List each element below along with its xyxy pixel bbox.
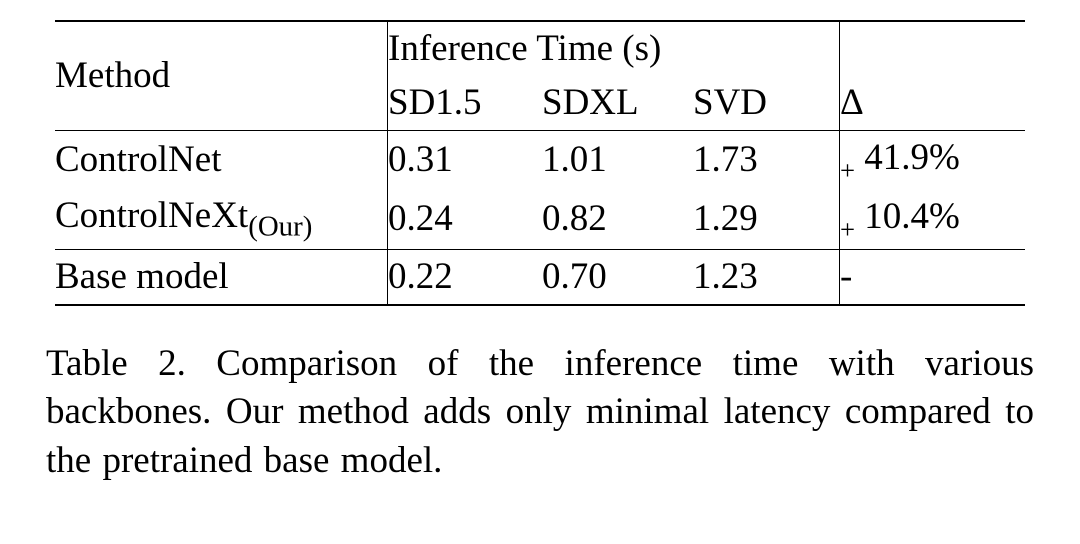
cell-sdxl: 1.01 (542, 130, 693, 189)
delta-value: 41.9% (855, 137, 960, 178)
cell-sdxl: 0.70 (542, 249, 693, 304)
col-header-method: Method (55, 21, 388, 130)
caption-label: Table 2. (46, 343, 186, 384)
table-caption: Table 2. Comparison of the inference tim… (46, 340, 1034, 486)
delta-value: 10.4% (855, 196, 960, 237)
method-main: ControlNeXt (55, 195, 248, 236)
cell-method-controlnet: ControlNet (55, 130, 388, 189)
table-row: ControlNeXt(Our) 0.24 0.82 1.29 + 10.4% (55, 189, 1025, 249)
col-header-sd15: SD1.5 (388, 76, 543, 130)
table-header-row-1: Method Inference Time (s) (55, 21, 1025, 76)
cell-method-base: Base model (55, 249, 388, 304)
method-sub-our: (Our) (248, 211, 312, 243)
col-header-sdxl: SDXL (542, 76, 693, 130)
cell-sdxl: 0.82 (542, 189, 693, 249)
cell-delta: - (840, 249, 1026, 304)
inference-time-table: Method Inference Time (s) SD1.5 SDXL SVD… (55, 20, 1025, 306)
cell-sd15: 0.24 (388, 189, 543, 249)
col-header-group-inference-time: Inference Time (s) (388, 21, 840, 76)
cell-svd: 1.29 (693, 189, 840, 249)
cell-sd15: 0.22 (388, 249, 543, 304)
table-row: ControlNet 0.31 1.01 1.73 + 41.9% (55, 130, 1025, 189)
page: Method Inference Time (s) SD1.5 SDXL SVD… (0, 0, 1080, 544)
col-header-delta-blank (840, 21, 1026, 76)
cell-sd15: 0.31 (388, 130, 543, 189)
cell-method-controlnext: ControlNeXt(Our) (55, 189, 388, 249)
cell-delta: + 41.9% (840, 130, 1026, 189)
table-row: Base model 0.22 0.70 1.23 - (55, 249, 1025, 304)
col-header-svd: SVD (693, 76, 840, 130)
delta-plus-icon: + (840, 214, 855, 244)
caption-text: Comparison of the inference time with va… (46, 343, 1034, 482)
cell-svd: 1.23 (693, 249, 840, 304)
cell-svd: 1.73 (693, 130, 840, 189)
col-header-delta: Δ (840, 76, 1026, 130)
cell-delta: + 10.4% (840, 189, 1026, 249)
delta-plus-icon: + (840, 155, 855, 185)
